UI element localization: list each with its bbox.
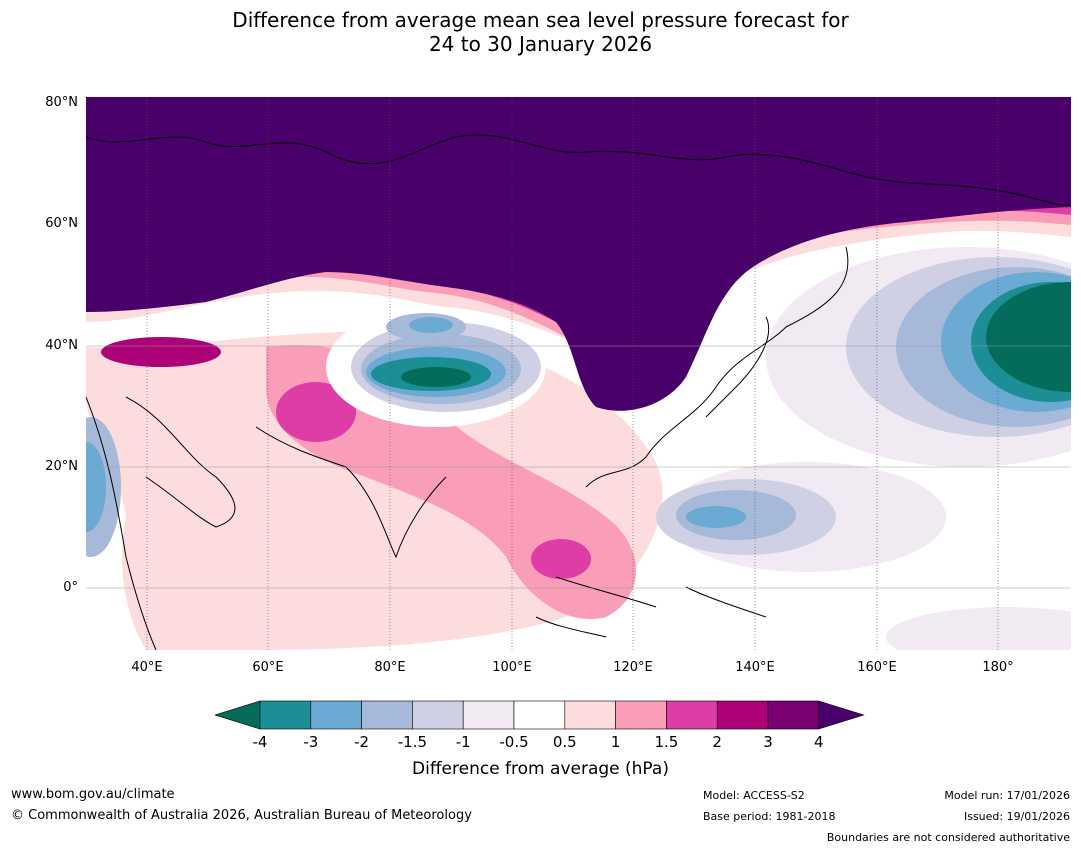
colorbar-segment	[666, 700, 718, 730]
footer-copyright: © Commonwealth of Australia 2026, Austra…	[11, 808, 472, 823]
colorbar-tick-label: 2	[712, 733, 722, 751]
colorbar-segment	[412, 700, 464, 730]
coast-sea-islands	[535, 576, 767, 638]
colorbar-segments	[215, 700, 865, 730]
lon-label-40e: 40°E	[131, 660, 163, 675]
colorbar-tick-label: -0.5	[499, 733, 529, 751]
lon-label-80e: 80°E	[374, 660, 406, 675]
lon-label-100e: 100°E	[492, 660, 532, 675]
colorbar-segment	[259, 700, 312, 730]
map-title: Difference from average mean sea level p…	[0, 8, 1081, 56]
title-line-2: 24 to 30 January 2026	[428, 32, 653, 56]
field-neg-africa-2	[86, 442, 106, 532]
lon-label-60e: 60°E	[252, 660, 284, 675]
pressure-anomaly-map	[86, 97, 1071, 650]
colorbar-tick-label: 1.5	[654, 733, 679, 751]
colorbar-tick-label: 0.5	[552, 733, 577, 751]
lon-label-120e: 120°E	[613, 660, 653, 675]
anomaly-fields	[86, 97, 1071, 650]
colorbar-tick-label: -1	[455, 733, 471, 751]
colorbar-segment	[716, 700, 769, 730]
coast-africa	[86, 396, 157, 650]
colorbar-tick-label: -3	[303, 733, 319, 751]
coastlines	[86, 134, 1071, 650]
colorbar-title: Difference from average (hPa)	[412, 759, 669, 779]
colorbar-tick-label: 1	[610, 733, 621, 751]
lat-label-80n: 80°N	[45, 95, 78, 110]
graticule	[86, 97, 1071, 650]
field-neg-central-asia-5	[401, 367, 471, 387]
colorbar-segment	[462, 700, 515, 730]
footer-base-period: Base period: 1981-2018	[703, 810, 836, 823]
colorbar-extend-high	[818, 700, 865, 730]
field-neg-npacific-5	[986, 282, 1071, 392]
lat-label-20n: 20°N	[45, 459, 78, 474]
lat-label-0: 0°	[63, 580, 78, 595]
footer-model-run: Model run: 17/01/2026	[944, 789, 1070, 802]
field-deep-purple-north	[86, 97, 1071, 411]
title-line-1: Difference from average mean sea level p…	[232, 8, 849, 32]
footer-issued: Issued: 19/01/2026	[963, 810, 1070, 823]
lon-label-180: 180°	[982, 660, 1014, 675]
colorbar-tick-label: 4	[814, 733, 824, 751]
coast-asia-east	[585, 246, 849, 488]
footer-disclaimer: Boundaries are not considered authoritat…	[826, 831, 1070, 844]
field-purple-turkey	[101, 337, 221, 367]
coast-japan	[705, 316, 770, 418]
coast-arabia	[125, 396, 236, 528]
field-magenta-iran	[276, 382, 356, 442]
coast-arctic	[86, 134, 1071, 206]
colorbar-tick-label: -2	[354, 733, 370, 751]
lon-label-160e: 160°E	[857, 660, 897, 675]
colorbar-segment	[564, 700, 616, 730]
lat-label-40n: 40°N	[45, 338, 78, 353]
map-svg	[86, 97, 1071, 650]
colorbar-segment	[310, 700, 362, 730]
colorbar-extend-low	[215, 700, 261, 730]
colorbar-tick-label: -4	[252, 733, 268, 751]
lat-label-60n: 60°N	[45, 216, 78, 231]
field-neg-wpacific-3	[686, 506, 746, 528]
colorbar-segment	[361, 700, 413, 730]
coast-india	[255, 426, 447, 559]
footer-model: Model: ACCESS-S2	[703, 789, 805, 802]
footer-website[interactable]: www.bom.gov.au/climate	[11, 787, 175, 802]
colorbar-tick-label: 3	[763, 733, 773, 751]
colorbar-segment	[767, 700, 820, 730]
colorbar-segment	[513, 700, 566, 730]
lon-label-140e: 140°E	[735, 660, 775, 675]
colorbar	[215, 700, 865, 730]
field-neg-kazakh-core	[409, 317, 453, 333]
colorbar-tick-label: -1.5	[397, 733, 428, 751]
field-magenta-borneo	[531, 539, 591, 579]
field-neg-southeast	[886, 607, 1071, 650]
colorbar-segment	[615, 700, 667, 730]
